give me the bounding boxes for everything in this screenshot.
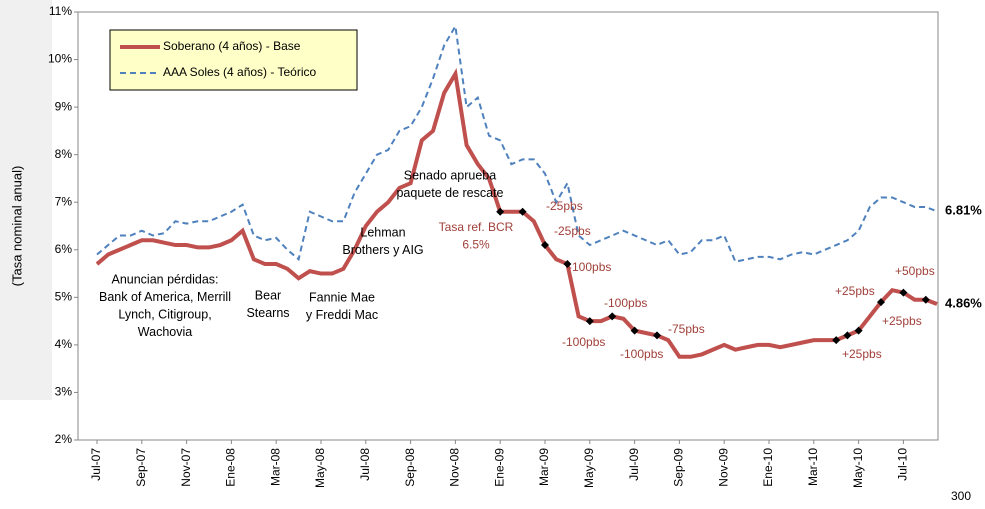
- rate-label: +25pbs: [882, 314, 922, 328]
- event-annotation: Lynch, Citigroup,: [118, 307, 211, 321]
- x-tick-label: Nov-09: [716, 448, 730, 487]
- side-band: [0, 0, 52, 400]
- rate-change-marker: [921, 295, 930, 304]
- rate-change-marker: [832, 336, 841, 345]
- series-line: [95, 67, 938, 359]
- rate-label: -100pbs: [568, 260, 611, 274]
- x-tick-label: Jul-09: [627, 448, 641, 481]
- x-tick-label: Jul-08: [358, 448, 372, 481]
- y-tick-label: 11%: [49, 4, 72, 18]
- event-annotation: Fannie Mae: [309, 290, 375, 304]
- event-annotation: Stearns: [246, 306, 289, 320]
- legend-label: AAA Soles (4 años) - Teórico: [163, 65, 317, 79]
- event-annotation: Tasa ref. BCR: [439, 220, 514, 234]
- x-tick-label: Nov-07: [179, 448, 193, 487]
- x-tick-label: May-10: [851, 448, 865, 488]
- y-tick-label: 2%: [55, 432, 73, 446]
- rate-change-marker: [899, 288, 908, 297]
- event-annotation: Wachovia: [138, 325, 192, 339]
- page-number: 300: [951, 489, 971, 503]
- x-tick-label: Jul-10: [896, 448, 910, 481]
- x-tick-label: Mar-10: [806, 448, 820, 486]
- rate-change-marker: [496, 207, 505, 216]
- event-annotation: Lehman: [360, 225, 405, 239]
- end-label: 4.86%: [945, 295, 982, 310]
- y-tick-label: 6%: [55, 242, 73, 256]
- rate-label: -100pbs: [562, 335, 605, 349]
- rate-label: -100pbs: [620, 347, 663, 361]
- rate-change-marker: [518, 207, 527, 216]
- event-annotation: Brothers y AIG: [342, 243, 423, 257]
- y-tick-label: 10%: [48, 52, 72, 66]
- x-tick-label: Ene-09: [492, 448, 506, 487]
- x-tick-label: Mar-08: [268, 448, 282, 486]
- x-tick-label: Sep-07: [134, 448, 148, 487]
- rate-label: +25pbs: [842, 347, 882, 361]
- rate-label: -75pbs: [668, 322, 705, 336]
- rate-label: -100pbs: [604, 296, 647, 310]
- x-tick-label: Nov-08: [448, 448, 462, 487]
- rate-change-marker: [608, 312, 617, 321]
- y-tick-label: 8%: [55, 147, 73, 161]
- rate-change-marker: [563, 260, 572, 269]
- rate-change-marker: [653, 331, 661, 340]
- x-tick-label: Jul-07: [89, 448, 103, 481]
- y-tick-label: 3%: [55, 385, 73, 399]
- x-tick-label: Mar-09: [537, 448, 551, 486]
- y-tick-label: 7%: [55, 194, 73, 208]
- rate-change-marker: [585, 317, 594, 326]
- legend: [109, 29, 358, 91]
- y-tick-label: 4%: [55, 337, 73, 351]
- event-annotation: Bank of America, Merrill: [99, 290, 231, 304]
- series-line: [96, 23, 938, 263]
- x-tick-label: Sep-09: [672, 448, 686, 487]
- rate-change-marker: [541, 241, 549, 250]
- event-annotation: Anuncian pérdidas:: [111, 272, 218, 286]
- rate-label: +25pbs: [835, 284, 875, 298]
- rate-label: +50pbs: [895, 264, 935, 278]
- x-tick-label: Ene-10: [761, 448, 775, 487]
- event-annotation: y Freddi Mac: [306, 308, 378, 322]
- y-tick-label: 5%: [55, 290, 73, 304]
- event-annotation: paquete de rescate: [396, 186, 503, 200]
- event-annotation: Senado aprueba: [404, 168, 496, 182]
- rate-label: -25pbs: [546, 199, 583, 213]
- y-axis-label: (Tasa nominal anual): [9, 166, 24, 287]
- rate-change-marker: [630, 326, 639, 335]
- event-annotation: 6.5%: [462, 238, 490, 252]
- x-tick-label: Ene-08: [224, 448, 238, 487]
- rate-label: -25pbs: [554, 224, 591, 238]
- y-tick-label: 9%: [55, 99, 73, 113]
- x-tick-label: May-08: [313, 448, 327, 488]
- rate-change-marker: [854, 326, 863, 335]
- legend-label: Soberano (4 años) - Base: [163, 39, 301, 53]
- rate-change-marker: [877, 298, 885, 307]
- rate-change-marker: [843, 331, 852, 340]
- event-annotation: Bear: [255, 288, 281, 302]
- x-tick-label: May-09: [582, 448, 596, 488]
- end-label: 6.81%: [945, 203, 982, 218]
- x-tick-label: Sep-08: [403, 448, 417, 487]
